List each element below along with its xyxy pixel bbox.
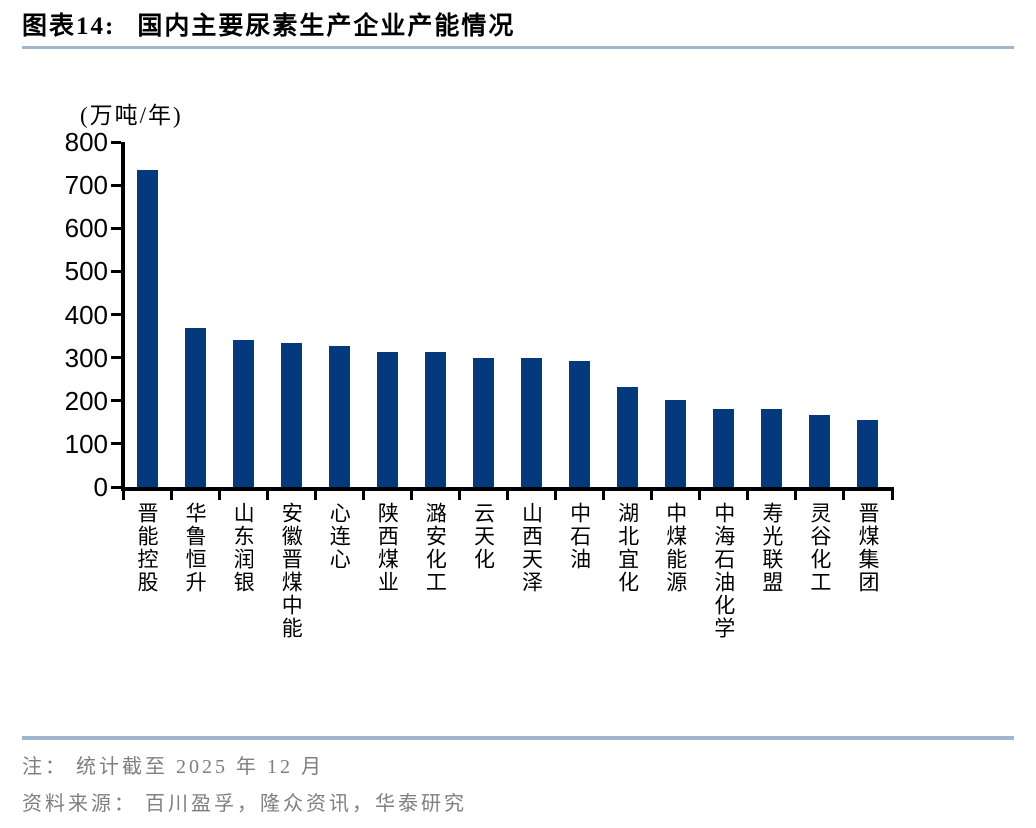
y-axis-label-100: 100 xyxy=(64,428,108,459)
category-label-13: 中海石油化学 xyxy=(711,502,736,640)
y-axis-tick-800 xyxy=(111,140,121,144)
x-axis-tick xyxy=(698,491,702,500)
category-label-1: 晋能控股 xyxy=(135,502,160,594)
x-axis-tick xyxy=(313,491,317,500)
x-axis-tick xyxy=(746,491,750,500)
category-label-12: 中煤能源 xyxy=(663,502,688,594)
category-label-4: 安徽晋煤中能 xyxy=(279,502,304,640)
bar-9 xyxy=(521,357,543,487)
y-axis-label-400: 400 xyxy=(64,299,108,330)
bar-13 xyxy=(713,408,735,487)
y-axis-label-200: 200 xyxy=(64,385,108,416)
x-axis-tick xyxy=(361,491,365,500)
y-axis-label-800: 800 xyxy=(64,127,108,157)
title-underline xyxy=(22,46,1014,49)
bar-1 xyxy=(136,170,158,487)
bar-11 xyxy=(617,387,639,487)
y-axis-tick-200 xyxy=(111,399,121,403)
x-axis-tick xyxy=(169,491,173,500)
bar-5 xyxy=(328,346,350,487)
category-label-2: 华鲁恒升 xyxy=(183,502,208,594)
x-axis-tick xyxy=(265,491,269,500)
bar-6 xyxy=(376,351,398,487)
bar-3 xyxy=(232,339,254,487)
category-label-16: 晋煤集团 xyxy=(855,502,880,594)
x-axis-tick xyxy=(890,491,894,500)
x-axis-tick xyxy=(457,491,461,500)
x-axis-tick xyxy=(409,491,413,500)
bar-16 xyxy=(857,420,879,487)
bar-10 xyxy=(569,361,591,487)
y-axis-tick-100 xyxy=(111,442,121,446)
category-label-5: 心连心 xyxy=(327,502,352,571)
category-label-15: 灵谷化工 xyxy=(807,502,832,594)
bar-12 xyxy=(665,399,687,487)
category-label-3: 山东润银 xyxy=(231,502,256,594)
category-label-11: 湖北宜化 xyxy=(615,502,640,594)
category-label-6: 陕西煤业 xyxy=(375,502,400,594)
x-axis-tick xyxy=(842,491,846,500)
figure-number: 图表14: xyxy=(22,13,116,40)
bar-8 xyxy=(472,357,494,487)
y-axis-tick-400 xyxy=(111,313,121,316)
x-axis-tick xyxy=(554,491,558,500)
y-axis-line xyxy=(121,142,125,491)
x-axis-tick xyxy=(506,491,509,500)
y-axis-unit-label: (万吨/年) xyxy=(80,103,183,128)
category-label-14: 寿光联盟 xyxy=(759,502,784,594)
x-axis-tick xyxy=(650,491,654,500)
y-axis-tick-0 xyxy=(111,485,121,489)
x-axis-line xyxy=(121,487,894,491)
x-axis-tick xyxy=(121,491,125,500)
figure-title-text: 国内主要尿素生产企业产能情况 xyxy=(137,13,516,40)
footer-divider xyxy=(22,736,1014,740)
bar-2 xyxy=(184,327,206,487)
category-label-8: 云天化 xyxy=(471,502,496,571)
category-label-9: 山西天泽 xyxy=(519,502,544,594)
figure-title: 图表14: 国内主要尿素生产企业产能情况 xyxy=(22,6,515,42)
x-axis-tick xyxy=(602,491,606,500)
y-axis-label-300: 300 xyxy=(64,342,108,373)
bar-15 xyxy=(809,414,831,487)
y-axis-tick-300 xyxy=(111,356,121,360)
bar-14 xyxy=(761,408,783,487)
x-axis-tick xyxy=(794,491,798,500)
category-label-10: 中石油 xyxy=(567,502,592,571)
y-axis-tick-700 xyxy=(111,183,121,187)
bar-7 xyxy=(424,351,446,487)
y-axis-label-600: 600 xyxy=(64,213,108,244)
chart-note: 注： 统计截至 2025 年 12 月 xyxy=(22,756,324,778)
bar-4 xyxy=(280,343,302,487)
y-axis-tick-600 xyxy=(111,226,121,230)
y-axis-label-500: 500 xyxy=(64,256,108,287)
y-axis-label-0: 0 xyxy=(93,472,108,502)
category-label-7: 潞安化工 xyxy=(423,502,448,594)
y-axis-tick-500 xyxy=(111,269,121,273)
x-axis-tick xyxy=(217,491,221,500)
y-axis-label-700: 700 xyxy=(64,170,108,201)
chart-source: 资料来源： 百川盈孚，隆众资讯，华泰研究 xyxy=(22,793,467,815)
